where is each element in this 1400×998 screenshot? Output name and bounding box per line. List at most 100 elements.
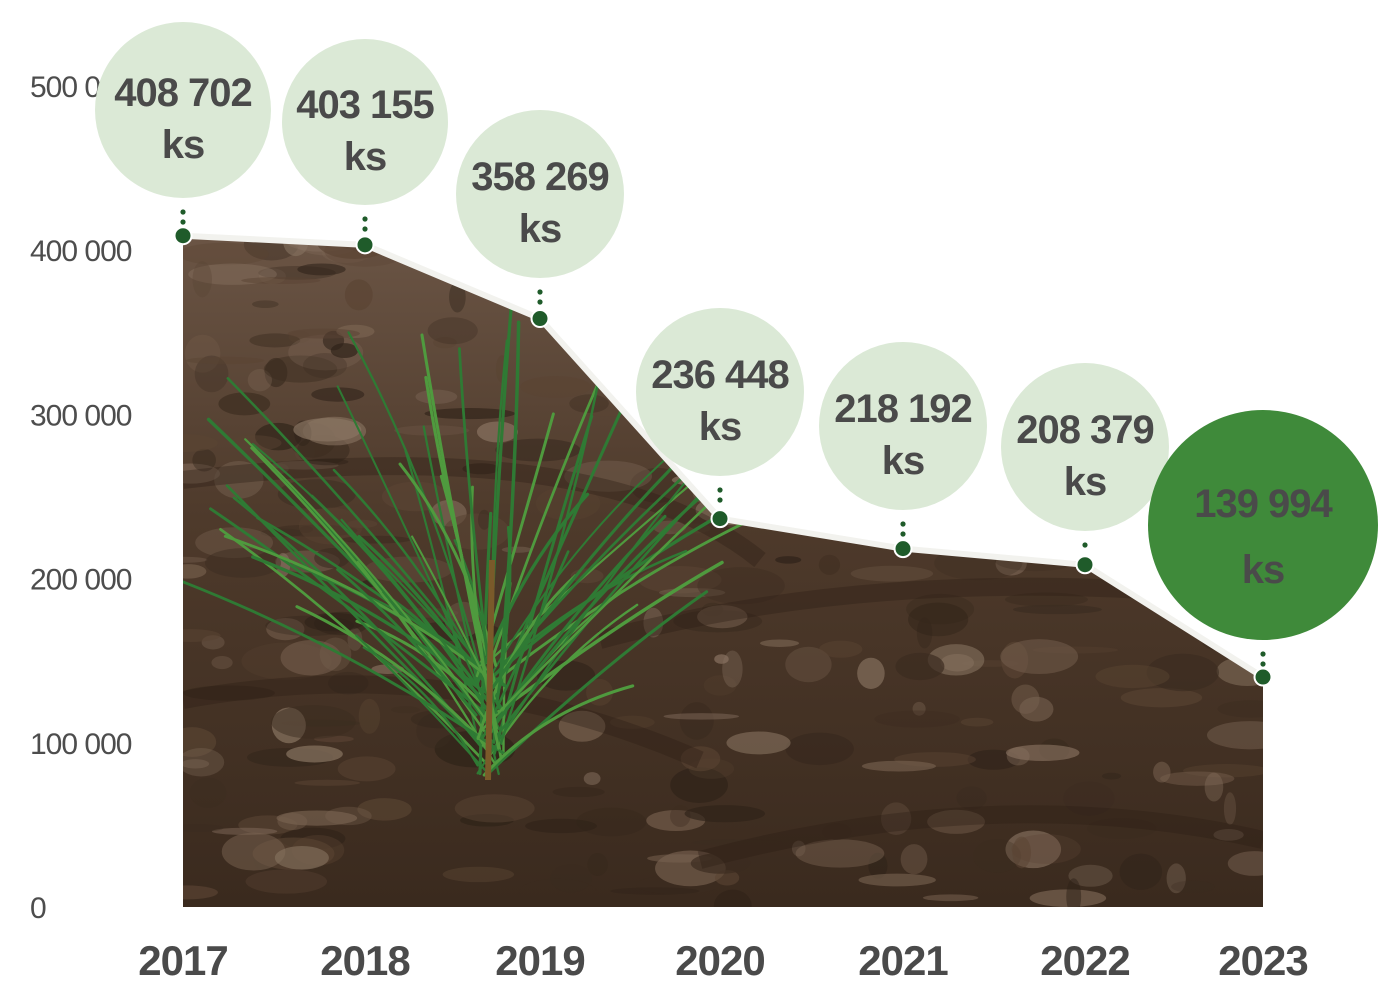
pine-needle [487,437,690,680]
pine-needle [206,417,481,698]
data-point [1075,555,1095,575]
pine-needle [486,560,724,722]
soil-clod [1153,256,1216,272]
soil-clod [286,745,343,763]
soil-clod [424,408,516,420]
soil-clod [358,698,381,734]
soil-clod [985,235,1030,259]
soil-clod [263,355,338,383]
soil-clod [1093,235,1108,270]
soil-clod [1012,604,1102,615]
soil-clod [1137,295,1207,324]
pine-needle [355,634,488,773]
soil-clod [941,510,977,529]
soil-clod [462,463,501,475]
pine-needle [244,438,491,726]
connector-dot [900,531,906,537]
soil-clod [1059,341,1100,361]
connector-dot [537,289,543,295]
soil-clod [616,302,651,326]
soil-clod [245,869,328,894]
x-axis: 2017 2018 2019 2020 2021 2022 2023 [138,937,1308,984]
bubble-unit-label: ks [882,439,925,483]
soil-clod [516,295,584,307]
bubble-unit-label: ks [519,207,562,251]
soil-clod [788,238,843,271]
soil-clod [802,270,836,283]
soil-clod [583,772,601,786]
soil-clod [864,288,888,317]
y-tick-label: 200 000 [30,564,132,597]
pine-needle [482,684,635,777]
soil-clod [868,852,888,879]
soil-clod [1086,818,1157,839]
soil-clod [564,460,653,492]
soil-clod [357,798,412,821]
soil-clod [900,844,928,875]
soil-clod [293,417,362,442]
x-tick-label: 2017 [138,937,227,984]
connector-dot [1260,661,1266,667]
soil-clod [791,840,806,857]
soil-clod [427,317,478,345]
soil-clod [775,556,802,564]
soil-clod [1019,696,1054,722]
soil-clod [956,786,987,810]
soil-clod [192,261,212,298]
soil-clod [984,357,1024,386]
soil-clod [819,640,863,658]
connector-dot [717,487,723,493]
data-point [1253,667,1273,687]
soil-clod [381,481,449,512]
soil-clod [973,839,1022,873]
connector-dot [900,521,906,527]
soil-clod [1190,235,1228,240]
soil-clod [1032,309,1073,330]
pine-needle [226,377,482,665]
soil-clod [294,779,361,786]
soil-clod [895,652,945,681]
soil-clod [1204,772,1224,802]
soil-clod [1227,851,1263,876]
soil-clod [1004,592,1088,607]
connector-dot [362,226,368,232]
soil-clod [850,565,934,582]
soil-clod [1183,764,1263,778]
pine-needle [487,590,709,775]
bubble-value-label: 408 702 [114,71,252,115]
soil-clod [277,479,356,510]
soil-clod [183,242,269,266]
soil-clod [501,546,533,553]
soil-clod [1066,538,1127,563]
soil-clod [183,685,275,701]
soil-clod [960,717,994,727]
bubble-circle [1001,363,1169,531]
soil-clod [1133,294,1178,308]
soil-clod [1066,878,1082,907]
pine-needle [251,555,486,694]
soil-clod [264,357,288,388]
soil-clod [912,701,926,716]
value-bubble: 139 994 ks [1148,410,1378,687]
x-tick-label: 2018 [320,937,410,984]
soil-clod [1120,688,1203,708]
soil-clod [978,267,1023,283]
soil-clod [714,654,729,664]
soil-clod [714,870,740,886]
soil-clod [670,767,728,803]
soil-clod [873,262,939,301]
soil-clod [818,235,845,247]
pine-needle [295,605,492,751]
x-tick-label: 2021 [858,937,948,984]
soil-clod [476,421,519,443]
soil-clod [1001,346,1040,382]
value-bubble: 358 269 ks [456,110,624,329]
bubble-circle [456,110,624,278]
soil-clod [1095,664,1170,689]
data-point [893,539,913,559]
soil-clod [906,593,975,625]
x-tick-label: 2022 [1040,937,1129,984]
soil-clod [922,894,979,902]
soil-clod [1101,772,1122,780]
